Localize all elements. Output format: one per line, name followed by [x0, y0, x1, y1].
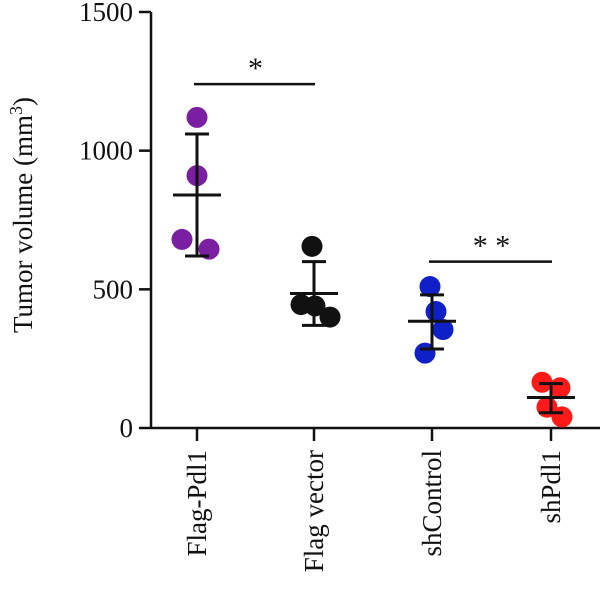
y-tick-label: 1000 [79, 136, 133, 166]
group-shcontrol [408, 276, 456, 364]
y-tick-label: 0 [120, 413, 134, 443]
y-tick-label: 1500 [79, 0, 133, 27]
data-point [171, 228, 193, 250]
data-point [319, 306, 341, 328]
y-axis-title-suffix: ) [8, 97, 38, 106]
group-flag-vector [290, 235, 341, 328]
x-category-label: Flag vector [299, 450, 329, 572]
data-marks [171, 106, 575, 428]
y-ticks: 0 500 1000 1500 [79, 0, 151, 443]
x-category-label: shPdl1 [536, 450, 566, 524]
data-point [432, 319, 454, 341]
axes [149, 12, 600, 430]
group-flag-pdl1 [171, 106, 221, 260]
y-axis-title: Tumor volume (mm3) [6, 97, 38, 333]
significance-annotations: * * * [194, 52, 552, 263]
x-category-label: shControl [417, 450, 447, 557]
data-point [425, 301, 447, 323]
x-category-label: Flag-Pdl1 [182, 450, 212, 557]
data-point [186, 106, 208, 128]
y-axis-title-superscript: 3 [6, 106, 26, 115]
y-tick-label: 500 [93, 274, 134, 304]
data-point [551, 406, 573, 428]
data-point [301, 235, 323, 257]
data-point [419, 276, 441, 298]
data-point [549, 377, 571, 399]
significance-label: * * [473, 230, 511, 263]
group-shpdl1 [527, 371, 575, 428]
x-ticks: Flag-Pdl1 Flag vector shControl shPdl1 [182, 428, 566, 572]
data-point [198, 238, 220, 260]
significance-label: * [248, 52, 263, 85]
y-axis-title-main: Tumor volume (mm [8, 115, 38, 333]
